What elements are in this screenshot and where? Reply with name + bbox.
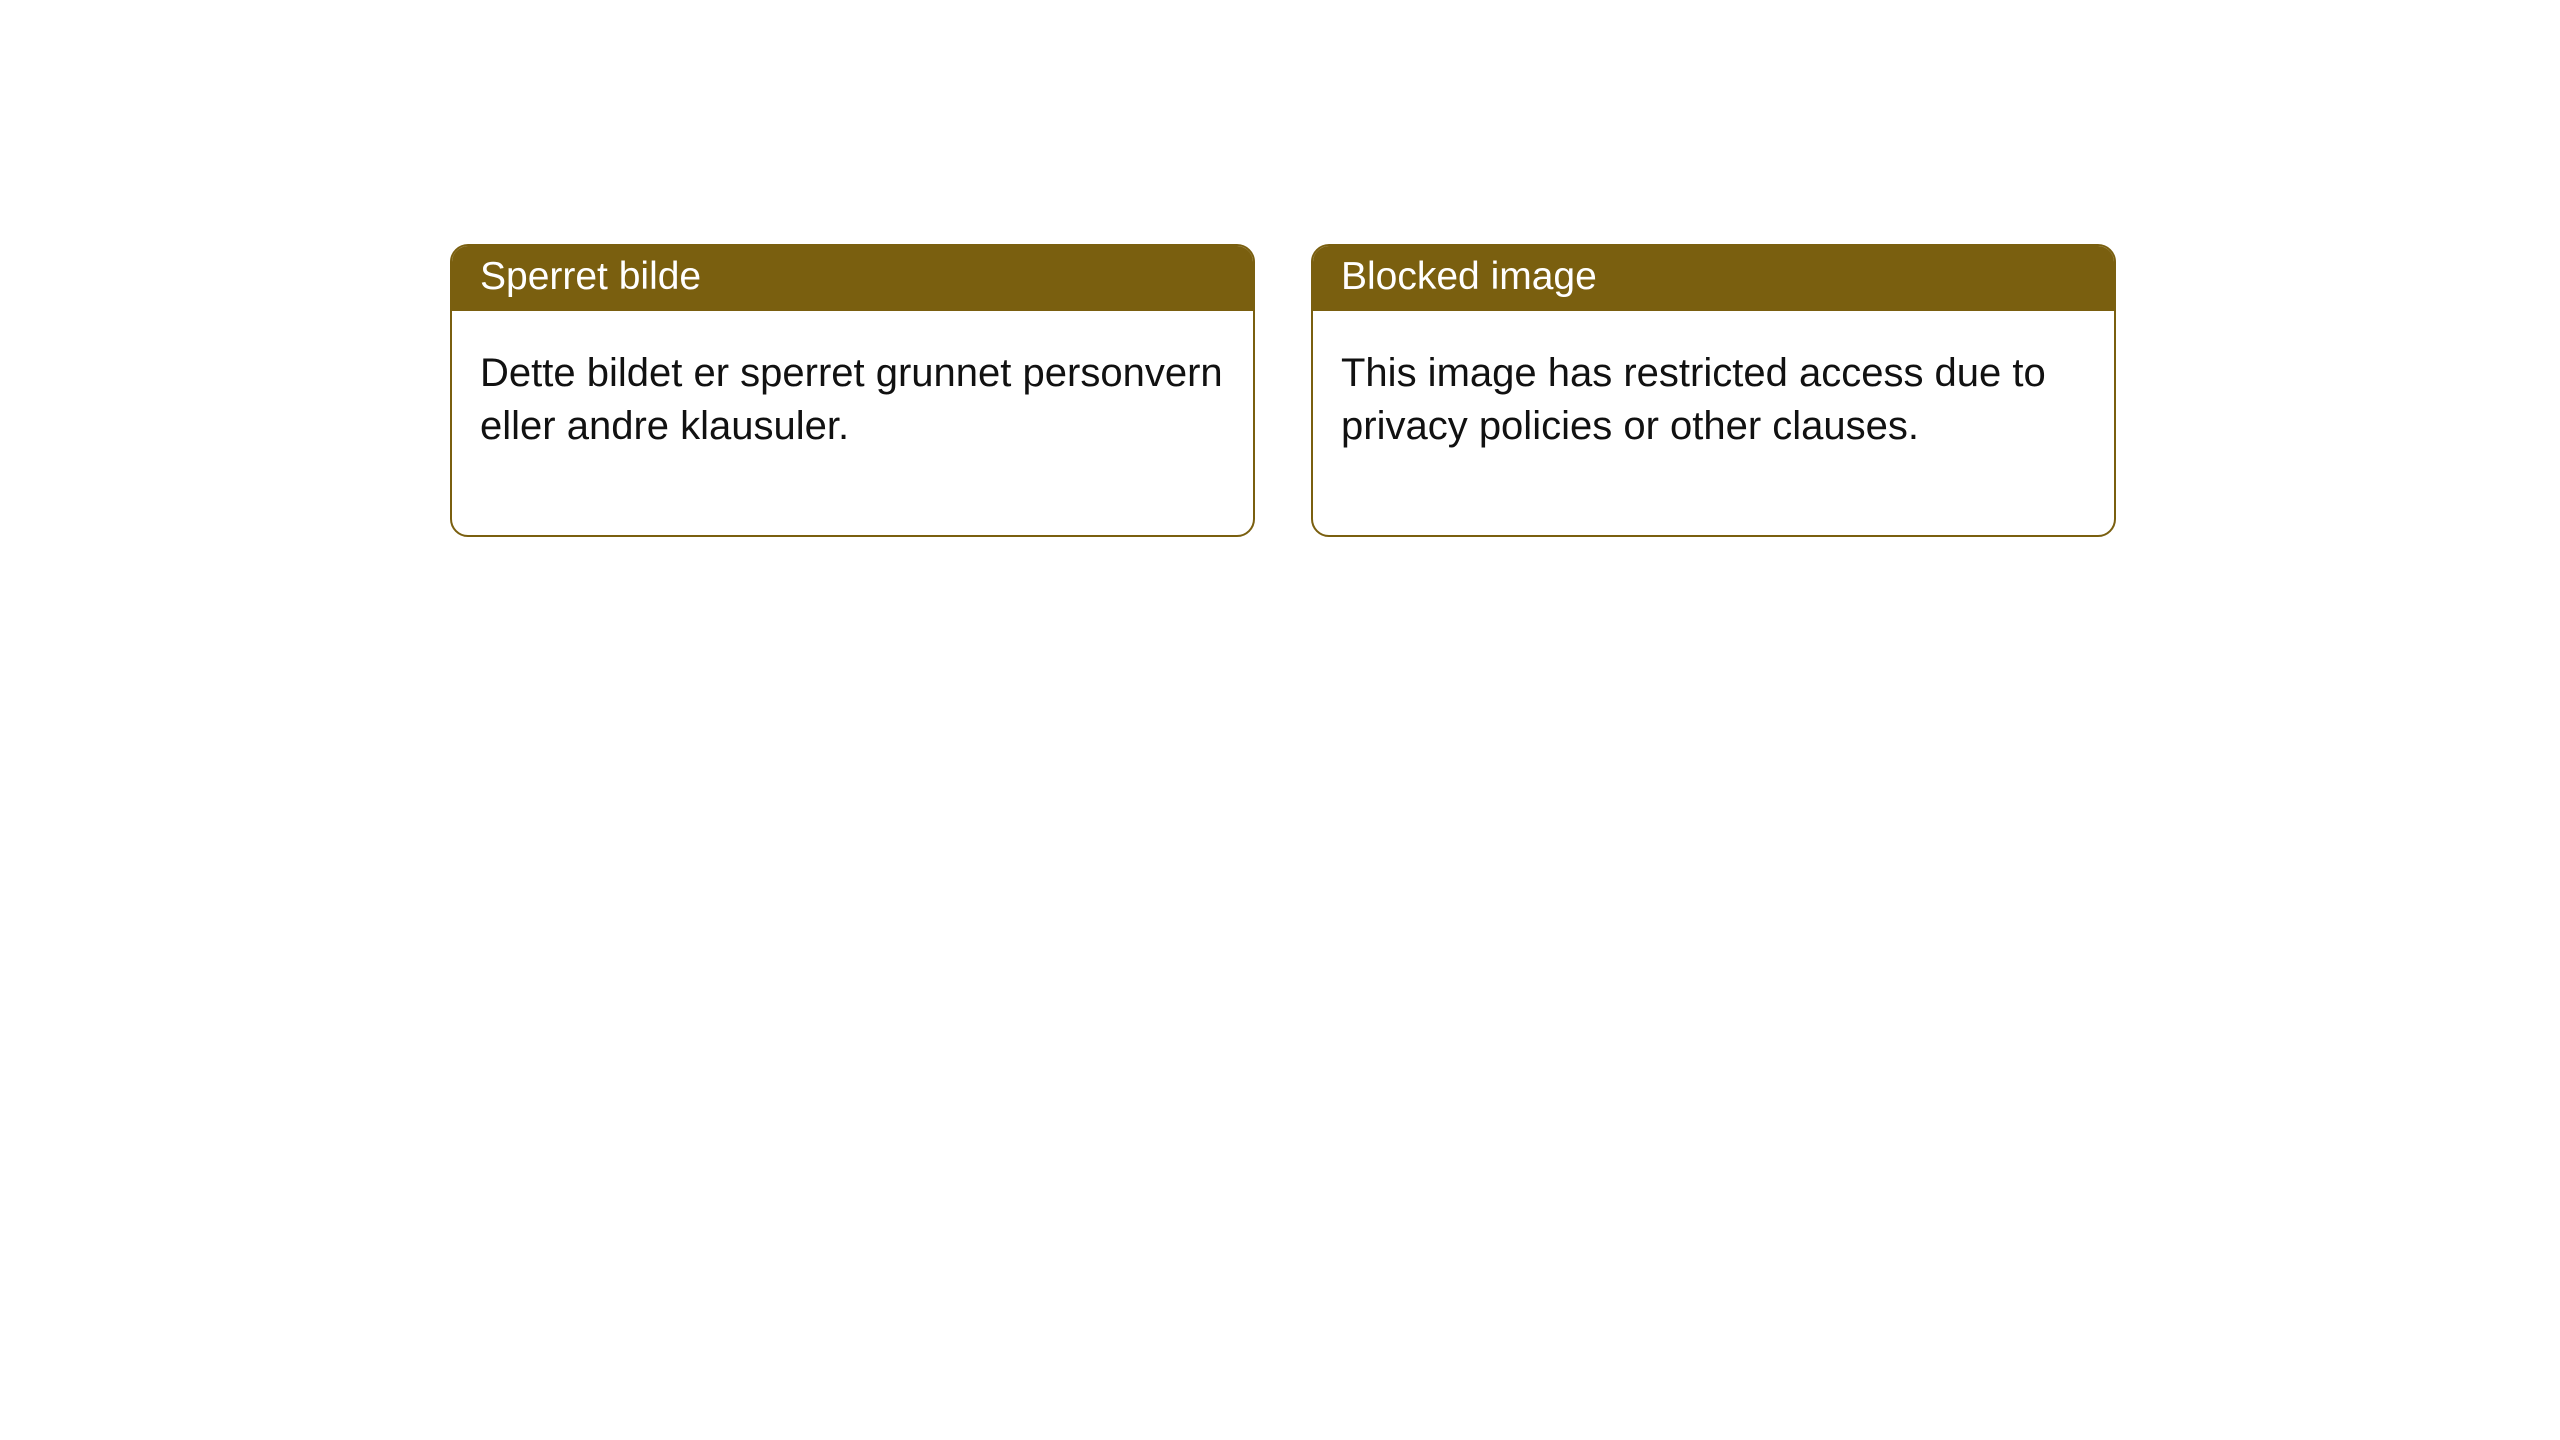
notice-card-title: Blocked image: [1313, 246, 2114, 311]
notice-card-body: Dette bildet er sperret grunnet personve…: [452, 311, 1253, 535]
notice-card-no: Sperret bilde Dette bildet er sperret gr…: [450, 244, 1255, 537]
notice-card-en: Blocked image This image has restricted …: [1311, 244, 2116, 537]
notice-card-title: Sperret bilde: [452, 246, 1253, 311]
notice-cards-row: Sperret bilde Dette bildet er sperret gr…: [450, 244, 2116, 537]
notice-card-body: This image has restricted access due to …: [1313, 311, 2114, 535]
